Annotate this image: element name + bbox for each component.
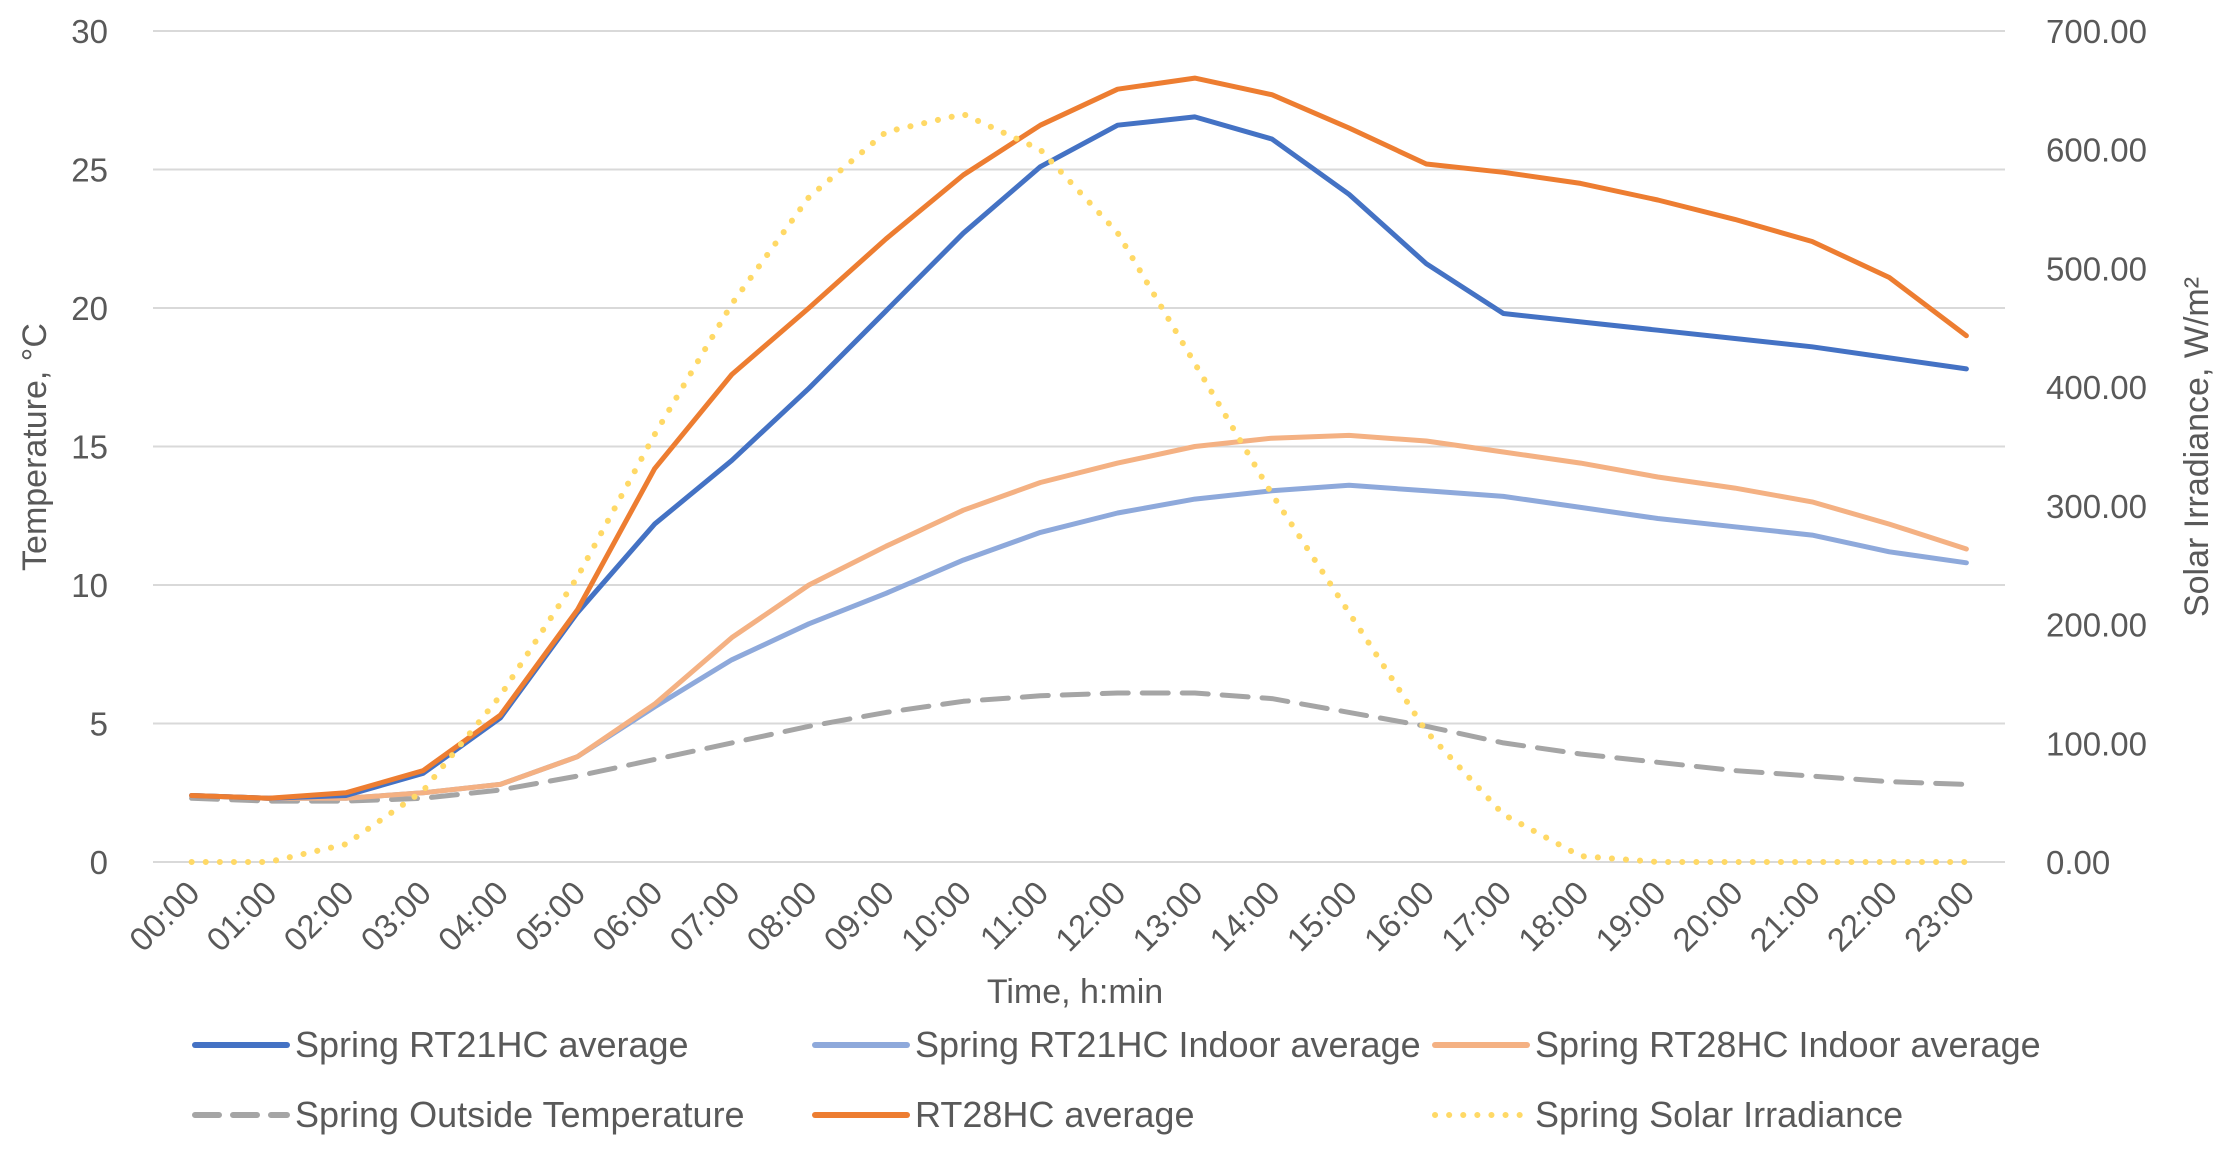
legend-label: Spring RT28HC Indoor average xyxy=(1535,1024,2041,1065)
x-tick-label: 03:00 xyxy=(353,874,438,959)
gridlines xyxy=(153,30,2005,863)
x-tick-label: 01:00 xyxy=(199,874,284,959)
x-tick-label: 17:00 xyxy=(1434,874,1519,959)
right-axis-ticks: 0.00 100.00 200.00 300.00 400.00 500.00 600.00… xyxy=(2046,13,2147,881)
x-tick-label: 14:00 xyxy=(1202,874,1287,959)
y-tick-label: 20 xyxy=(71,290,108,327)
x-tick-label: 13:00 xyxy=(1125,874,1210,959)
x-tick-label: 08:00 xyxy=(739,874,824,959)
y2-tick-label: 400.00 xyxy=(2046,369,2147,406)
x-tick-label: 10:00 xyxy=(894,874,979,959)
x-tick-label: 22:00 xyxy=(1820,874,1905,959)
x-tick-label: 21:00 xyxy=(1742,874,1827,959)
x-axis-title: Time, h:min xyxy=(987,973,1163,1011)
y-tick-label: 10 xyxy=(71,567,108,604)
series-line-4 xyxy=(189,75,1969,801)
legend-label: RT28HC average xyxy=(915,1094,1194,1135)
x-tick-label: 20:00 xyxy=(1665,874,1750,959)
y-tick-label: 30 xyxy=(71,13,108,50)
x-tick-label: 07:00 xyxy=(662,874,747,959)
legend-label: Spring Outside Temperature xyxy=(295,1094,745,1135)
x-tick-label: 23:00 xyxy=(1897,874,1982,959)
left-axis-ticks: 0 5 10 15 20 25 30 xyxy=(71,13,108,881)
x-tick-label: 02:00 xyxy=(276,874,361,959)
y2-axis-title: Solar Irradiance, W/m² xyxy=(2178,277,2216,617)
y-tick-label: 15 xyxy=(71,429,108,466)
legend-label: Spring RT21HC average xyxy=(295,1024,689,1065)
x-tick-label: 18:00 xyxy=(1511,874,1596,959)
y-tick-label: 25 xyxy=(71,152,108,189)
y2-tick-label: 600.00 xyxy=(2046,132,2147,169)
y2-tick-label: 0.00 xyxy=(2046,844,2110,881)
y2-tick-label: 300.00 xyxy=(2046,488,2147,525)
series-line-3 xyxy=(189,690,1969,804)
x-tick-label: 09:00 xyxy=(816,874,901,959)
x-axis-ticks: 00:0001:0002:0003:0004:0005:0006:0007:00… xyxy=(122,874,1981,959)
x-tick-label: 05:00 xyxy=(508,874,593,959)
x-tick-label: 04:00 xyxy=(431,874,516,959)
x-tick-label: 16:00 xyxy=(1357,874,1442,959)
y2-tick-label: 100.00 xyxy=(2046,725,2147,762)
y2-tick-label: 500.00 xyxy=(2046,250,2147,287)
y-tick-label: 5 xyxy=(90,706,108,743)
legend-label: Spring RT21HC Indoor average xyxy=(915,1024,1421,1065)
x-tick-label: 12:00 xyxy=(1048,874,1133,959)
x-tick-label: 06:00 xyxy=(585,874,670,959)
x-tick-label: 15:00 xyxy=(1279,874,1364,959)
x-tick-label: 11:00 xyxy=(973,874,1056,957)
series-lines xyxy=(188,75,1970,865)
legend: Spring RT21HC average Spring RT21HC Indoo… xyxy=(192,1024,2041,1135)
y-axis-title: Temperature, °C xyxy=(16,323,54,571)
y2-tick-label: 700.00 xyxy=(2046,13,2147,50)
series-line-2 xyxy=(189,432,1969,801)
y-tick-label: 0 xyxy=(90,844,108,881)
x-tick-label: 00:00 xyxy=(122,874,207,959)
legend-label: Spring Solar Irradiance xyxy=(1535,1094,1903,1135)
y2-tick-label: 200.00 xyxy=(2046,607,2147,644)
x-tick-label: 19:00 xyxy=(1588,874,1673,959)
series-line-5 xyxy=(188,111,1970,865)
